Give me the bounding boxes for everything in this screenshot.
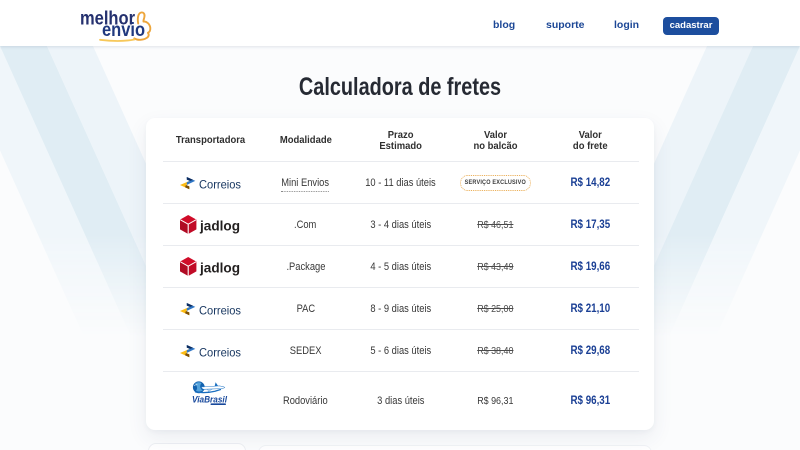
- svg-text:jadlog: jadlog: [199, 217, 240, 233]
- svg-text:melhor: melhor: [80, 9, 136, 30]
- svg-text:jadlog: jadlog: [199, 259, 240, 275]
- svg-text:Correios: Correios: [199, 345, 241, 359]
- svg-text:Correios: Correios: [199, 177, 241, 191]
- svg-text:Correios: Correios: [199, 303, 241, 317]
- svg-text:envio: envio: [102, 20, 145, 41]
- svg-text:ViaBrasil: ViaBrasil: [192, 394, 227, 405]
